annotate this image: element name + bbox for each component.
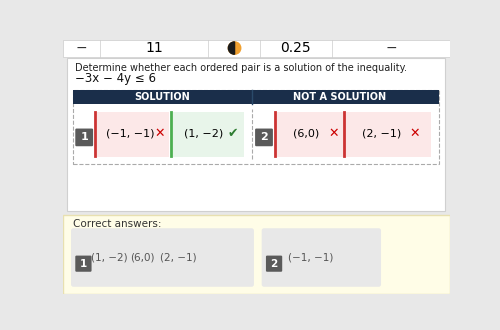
Text: 11: 11: [145, 41, 163, 55]
Text: −3x − 4y ≤ 6: −3x − 4y ≤ 6: [75, 72, 156, 85]
Text: −: −: [76, 41, 87, 55]
FancyBboxPatch shape: [62, 40, 450, 56]
Text: ✕: ✕: [155, 127, 166, 141]
Text: 0.25: 0.25: [280, 41, 311, 55]
FancyBboxPatch shape: [262, 228, 381, 287]
FancyBboxPatch shape: [172, 112, 244, 157]
FancyBboxPatch shape: [76, 255, 92, 272]
Text: 2: 2: [260, 132, 268, 142]
Text: ✕: ✕: [328, 127, 339, 141]
Circle shape: [228, 42, 241, 54]
Text: (6,0): (6,0): [292, 129, 319, 139]
Text: (2, −1): (2, −1): [160, 252, 197, 262]
Text: SOLUTION: SOLUTION: [134, 92, 190, 102]
Text: (−1, −1): (−1, −1): [106, 129, 155, 139]
FancyBboxPatch shape: [276, 112, 344, 157]
Text: Correct answers:: Correct answers:: [74, 219, 162, 229]
Text: (1, −2): (1, −2): [184, 129, 223, 139]
FancyBboxPatch shape: [266, 255, 282, 272]
Text: (1, −2): (1, −2): [90, 252, 128, 262]
Text: (−1, −1): (−1, −1): [288, 252, 333, 262]
Text: −: −: [386, 41, 397, 55]
Wedge shape: [228, 42, 234, 54]
Text: 1: 1: [80, 132, 88, 142]
Text: NOT A SOLUTION: NOT A SOLUTION: [294, 92, 386, 102]
Text: Determine whether each ordered pair is a solution of the inequality.: Determine whether each ordered pair is a…: [75, 63, 407, 73]
Text: ✔: ✔: [228, 127, 238, 141]
Text: (2, −1): (2, −1): [362, 129, 402, 139]
Text: 1: 1: [80, 259, 87, 269]
FancyBboxPatch shape: [71, 228, 254, 287]
FancyBboxPatch shape: [346, 112, 430, 157]
FancyBboxPatch shape: [74, 90, 439, 104]
FancyBboxPatch shape: [74, 90, 439, 164]
FancyBboxPatch shape: [96, 112, 170, 157]
Text: 2: 2: [270, 259, 278, 269]
FancyBboxPatch shape: [76, 129, 93, 146]
FancyBboxPatch shape: [255, 129, 273, 146]
FancyBboxPatch shape: [62, 215, 450, 294]
Text: (6,0): (6,0): [130, 252, 154, 262]
FancyBboxPatch shape: [67, 58, 446, 211]
Text: ✕: ✕: [410, 127, 420, 141]
